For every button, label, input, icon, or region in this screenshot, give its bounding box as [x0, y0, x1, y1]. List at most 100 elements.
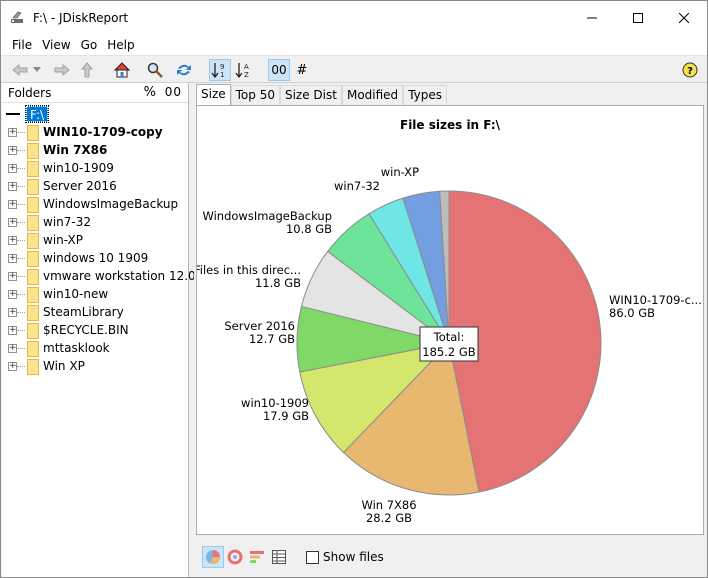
menu-view[interactable]: View: [42, 38, 71, 52]
expand-icon[interactable]: +: [8, 127, 17, 137]
pie-slice[interactable]: [439, 190, 450, 344]
folder-item[interactable]: + SteamLibrary: [2, 304, 188, 322]
search-icon: [147, 62, 163, 78]
back-icon: [12, 64, 28, 76]
folder-label: Win 7X86: [43, 143, 108, 157]
slice-value-label: 11.8 GB: [255, 276, 301, 290]
refresh-button[interactable]: [173, 59, 195, 81]
folder-label: vmware workstation 12.0.0: [43, 269, 208, 283]
folder-icon: [27, 305, 39, 321]
pie-slice[interactable]: [299, 342, 451, 454]
slice-value-label: 10.8 GB: [286, 222, 332, 236]
folder-item[interactable]: + vmware workstation 12.0.0: [2, 268, 207, 286]
forward-icon: [54, 64, 70, 76]
menu-help[interactable]: Help: [107, 38, 135, 52]
collapse-root-icon[interactable]: [6, 113, 20, 115]
chart-panel: Size Top 50 Size Dist Modified Types File si…: [194, 83, 706, 577]
expand-icon[interactable]: +: [8, 325, 17, 335]
expand-icon[interactable]: +: [8, 289, 17, 299]
folder-item[interactable]: + win10-1909: [2, 160, 188, 178]
folder-icon: [27, 323, 39, 339]
bar-view-icon: [250, 551, 264, 563]
ring-view-icon: [227, 549, 243, 565]
expand-icon[interactable]: +: [8, 343, 17, 353]
forward-button[interactable]: [51, 59, 73, 81]
close-button[interactable]: [661, 1, 707, 35]
back-dropdown-icon: [33, 67, 41, 72]
folder-icon: [27, 233, 39, 249]
menu-file[interactable]: File: [12, 38, 33, 52]
folder-icon: [27, 143, 39, 159]
expand-icon[interactable]: +: [8, 307, 17, 317]
tab-size[interactable]: Size: [196, 84, 231, 106]
percent-column-toggle[interactable]: %: [143, 85, 156, 100]
folder-label: win-XP: [43, 233, 83, 247]
folder-icon: [27, 359, 39, 375]
tab-types[interactable]: Types: [403, 85, 448, 105]
bar-view-button[interactable]: [246, 546, 268, 568]
folder-label: SteamLibrary: [43, 305, 124, 319]
svg-text:Z: Z: [244, 71, 249, 78]
folder-icon: [27, 125, 39, 141]
pie-view-button[interactable]: [202, 546, 224, 568]
search-button[interactable]: [144, 59, 166, 81]
expand-icon[interactable]: +: [8, 253, 17, 263]
root-label[interactable]: F:\: [24, 105, 50, 123]
maximize-button[interactable]: [615, 1, 661, 35]
folder-item[interactable]: + windows 10 1909: [2, 250, 188, 268]
back-dropdown-button[interactable]: [30, 59, 44, 81]
expand-icon[interactable]: +: [8, 361, 17, 371]
minimize-button[interactable]: [569, 1, 615, 35]
count-icon: #: [296, 62, 308, 78]
slice-value-label: 28.2 GB: [366, 511, 412, 525]
slice-label: win7-32: [334, 179, 380, 193]
pie-slice[interactable]: [342, 341, 480, 496]
expand-icon[interactable]: +: [8, 217, 17, 227]
folder-label: WindowsImageBackup: [43, 197, 179, 211]
folder-item[interactable]: + WIN10-1709-copy: [2, 124, 188, 142]
folder-item[interactable]: + Win XP: [2, 358, 188, 376]
folder-icon: [27, 287, 39, 303]
folder-item[interactable]: + win10-new: [2, 286, 188, 304]
menu-go[interactable]: Go: [80, 38, 98, 52]
folder-item[interactable]: + mttasklook: [2, 340, 188, 358]
expand-icon[interactable]: +: [8, 235, 17, 245]
size-column-toggle[interactable]: 00: [164, 85, 182, 99]
chart-title: File sizes in F:\: [400, 118, 501, 132]
folder-item[interactable]: + WindowsImageBackup: [2, 196, 188, 214]
show-files-checkbox[interactable]: [306, 550, 319, 564]
home-button[interactable]: [111, 59, 133, 81]
slice-label: win10-1909: [241, 396, 309, 410]
tab-top-50[interactable]: Top 50: [230, 85, 280, 105]
expand-icon[interactable]: +: [8, 199, 17, 209]
count-button[interactable]: #: [291, 59, 313, 81]
pie-slice[interactable]: [448, 190, 602, 493]
show-files-label: Show files: [323, 550, 384, 564]
ring-view-button[interactable]: [224, 546, 246, 568]
folder-item[interactable]: + win7-32: [2, 214, 188, 232]
slice-label: Win 7X86: [361, 498, 416, 512]
percent-toggle-button[interactable]: 00: [268, 59, 290, 81]
expand-icon[interactable]: +: [8, 181, 17, 191]
show-files-option[interactable]: Show files: [306, 550, 384, 564]
back-button[interactable]: [9, 59, 31, 81]
folder-label: win10-new: [43, 287, 109, 301]
tree-root[interactable]: F:\: [6, 105, 50, 123]
expand-icon[interactable]: +: [8, 145, 17, 155]
expand-icon[interactable]: +: [8, 271, 17, 281]
up-button[interactable]: [76, 59, 98, 81]
slice-label: Server 2016: [224, 319, 295, 333]
folder-item[interactable]: + win-XP: [2, 232, 188, 250]
expand-icon[interactable]: +: [8, 163, 17, 173]
help-button[interactable]: ?: [679, 59, 701, 81]
tree-connector: [17, 222, 25, 223]
folder-item[interactable]: + Server 2016: [2, 178, 188, 196]
tab-size-dist[interactable]: Size Dist: [279, 85, 342, 105]
up-icon: [81, 62, 93, 78]
tab-modified[interactable]: Modified: [341, 85, 404, 105]
folder-item[interactable]: + Win 7X86: [2, 142, 188, 160]
folder-item[interactable]: + $RECYCLE.BIN: [2, 322, 188, 340]
table-view-button[interactable]: [268, 546, 290, 568]
